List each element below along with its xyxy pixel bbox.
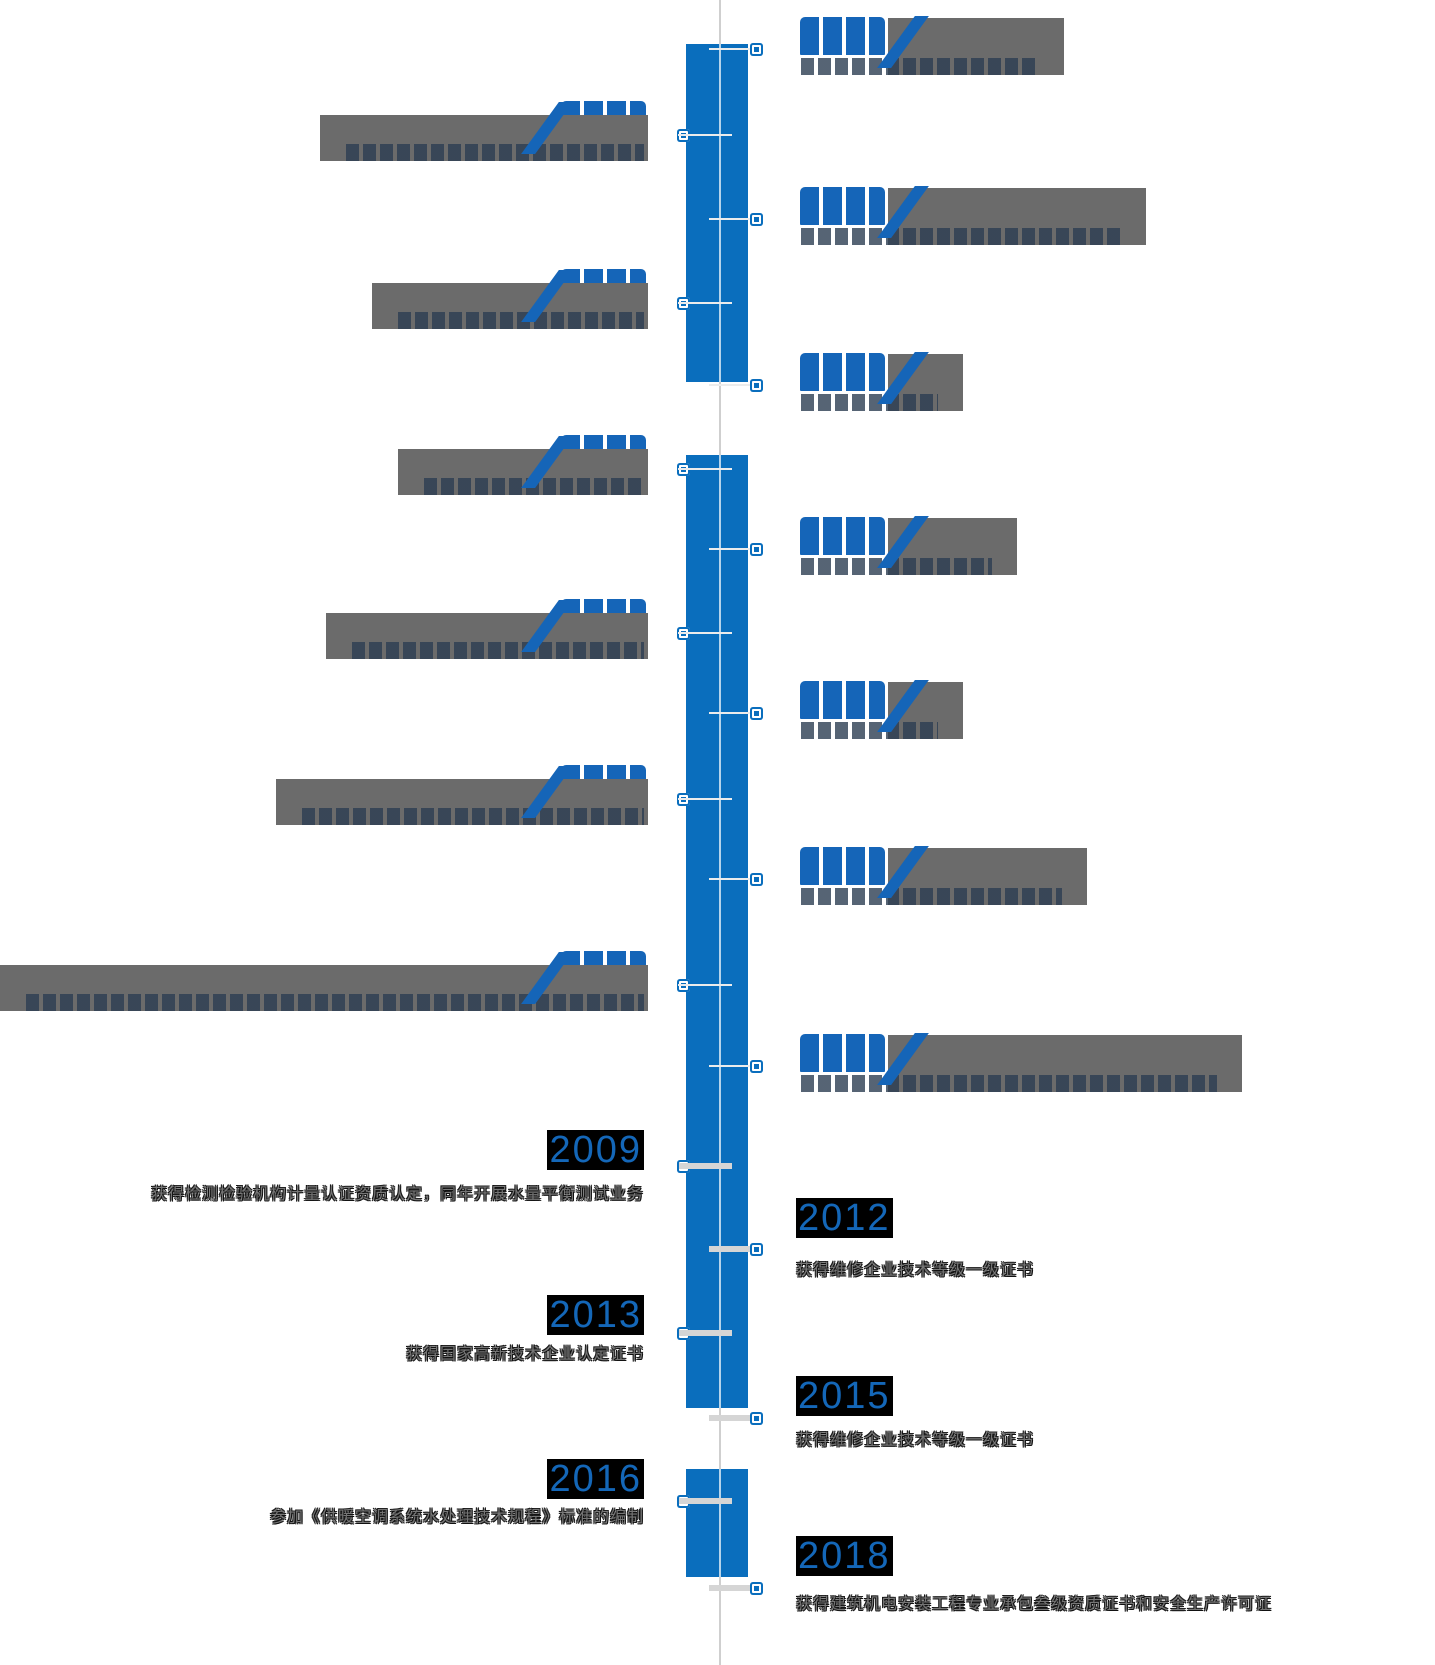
- timeline-node-marker: [750, 1060, 763, 1073]
- timeline-node-marker: [750, 543, 763, 556]
- description-redacted: [302, 808, 644, 825]
- timeline-column: [686, 44, 748, 382]
- description-redacted: [801, 1075, 1217, 1092]
- timeline-connector: [679, 1163, 732, 1169]
- timeline-node-marker: [750, 1243, 763, 1256]
- milestone-year: 2016: [547, 1458, 644, 1500]
- timeline-entry-covered: [800, 679, 965, 741]
- timeline-entry-covered: [398, 435, 648, 497]
- timeline-entry-covered: [800, 1032, 1244, 1094]
- milestone-description: 获得建筑机电安装工程专业承包叁级资质证书和安全生产许可证: [796, 1596, 1273, 1613]
- timeline-connector: [709, 1585, 753, 1591]
- timeline-node-marker: [750, 707, 763, 720]
- timeline-connector: [679, 1498, 732, 1504]
- milestone-year: 2013: [547, 1294, 644, 1336]
- timeline-connector: [709, 548, 762, 550]
- column-inner-line: [719, 1469, 721, 1577]
- description-redacted: [346, 144, 644, 161]
- milestone-description: 获得维修企业技术等级一级证书: [796, 1432, 1035, 1449]
- timeline-entry-covered: [800, 185, 1148, 247]
- timeline-node-marker: [750, 213, 763, 226]
- description-redacted: [352, 642, 644, 659]
- timeline-entry-covered: [372, 269, 648, 331]
- milestone-description: 参加《供暖空调系统水处理技术规程》标准的编制: [269, 1509, 644, 1526]
- timeline-column: [686, 455, 748, 1408]
- timeline-entry: 2012 获得维修企业技术等级一级证书: [796, 1198, 1435, 1286]
- timeline-node-marker: [750, 379, 763, 392]
- year-remnant-redacted: [800, 353, 885, 391]
- timeline-entry-covered: [320, 101, 648, 163]
- timeline-connector: [709, 1246, 753, 1252]
- timeline-node-marker: [750, 43, 763, 56]
- milestone-year: 2009: [547, 1129, 644, 1171]
- year-remnant-redacted: [800, 187, 885, 225]
- description-redacted: [398, 312, 644, 329]
- milestone-year: 2018: [796, 1535, 893, 1577]
- timeline-entry-covered: [276, 765, 648, 827]
- milestone-description: 获得国家高新技术企业认定证书: [405, 1346, 644, 1363]
- timeline-entry-covered: [800, 515, 1019, 577]
- timeline-connector: [709, 48, 762, 50]
- timeline-entry: 2013 获得国家高新技术企业认定证书: [4, 1295, 644, 1370]
- timeline-connector: [709, 878, 762, 880]
- column-inner-line: [719, 455, 721, 1408]
- timeline-connector: [678, 134, 732, 136]
- timeline-entry-covered: [800, 15, 1066, 77]
- timeline-entry: 2018 获得建筑机电安装工程专业承包叁级资质证书和安全生产许可证: [796, 1536, 1435, 1620]
- description-redacted: [801, 58, 1039, 75]
- year-remnant-redacted: [800, 1034, 885, 1072]
- milestone-description: 获得维修企业技术等级一级证书: [796, 1262, 1035, 1279]
- timeline-entry-covered: [326, 599, 648, 661]
- timeline-node-marker: [750, 1582, 763, 1595]
- timeline-entry-covered: [800, 845, 1089, 907]
- description-redacted: [801, 228, 1121, 245]
- timeline-entry: 2016 参加《供暖空调系统水处理技术规程》标准的编制: [4, 1459, 644, 1533]
- timeline-column: [686, 1469, 748, 1577]
- timeline-connector: [709, 218, 762, 220]
- timeline-connector: [678, 798, 732, 800]
- column-inner-line: [719, 44, 721, 382]
- description-redacted: [801, 394, 938, 411]
- timeline-connector: [709, 1415, 753, 1421]
- description-redacted: [801, 558, 992, 575]
- year-remnant-redacted: [800, 17, 885, 55]
- timeline-connector: [679, 1330, 732, 1336]
- description-redacted: [801, 722, 938, 739]
- description-redacted: [801, 888, 1062, 905]
- milestone-year: 2015: [796, 1375, 893, 1417]
- timeline-connector: [709, 712, 762, 714]
- timeline-connector: [709, 1065, 762, 1067]
- timeline-connector: [678, 302, 732, 304]
- timeline-entry-covered: [0, 951, 648, 1013]
- year-remnant-redacted: [800, 847, 885, 885]
- timeline-entry: 2015 获得维修企业技术等级一级证书: [796, 1376, 1435, 1456]
- timeline-node-marker: [750, 873, 763, 886]
- timeline-connector: [678, 468, 732, 470]
- description-redacted: [26, 994, 644, 1011]
- milestone-year: 2012: [796, 1197, 893, 1239]
- milestone-description: 获得检测检验机构计量认证资质认定，同年开展水量平衡测试业务: [150, 1186, 644, 1203]
- timeline-connector: [678, 984, 732, 986]
- timeline-connector: [678, 632, 732, 634]
- year-remnant-redacted: [800, 517, 885, 555]
- timeline-entry: 2009 获得检测检验机构计量认证资质认定，同年开展水量平衡测试业务: [4, 1130, 644, 1210]
- timeline-connector: [709, 384, 762, 386]
- timeline-node-marker: [750, 1412, 763, 1425]
- timeline-entry-covered: [800, 351, 965, 413]
- year-remnant-redacted: [800, 681, 885, 719]
